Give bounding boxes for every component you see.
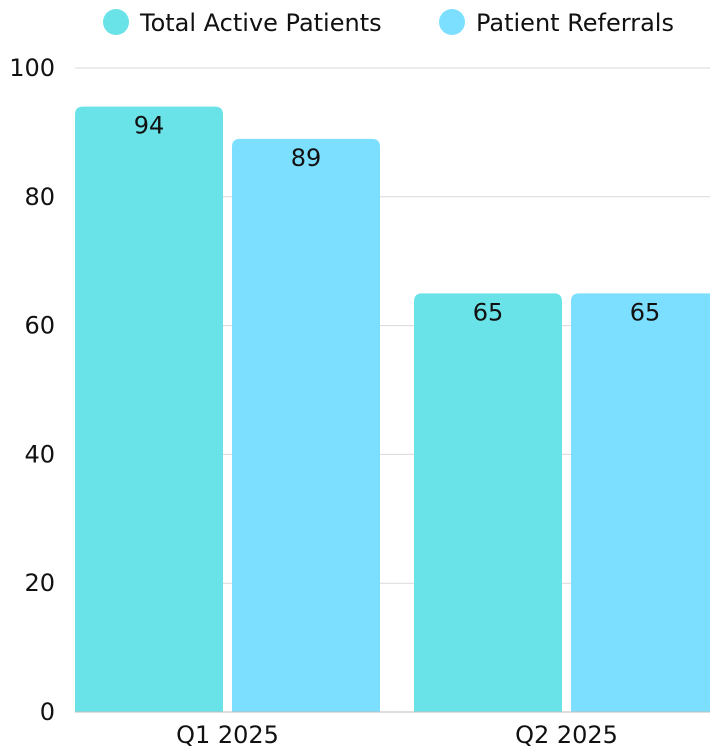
y-tick-label: 60 (24, 312, 55, 340)
bars (75, 106, 710, 713)
legend-swatch-1 (103, 9, 129, 35)
y-axis: 0 20 40 60 80 100 (9, 54, 55, 726)
y-tick-label: 80 (24, 183, 55, 211)
legend-swatch-2 (439, 9, 465, 35)
legend-label-1: Total Active Patients (139, 9, 382, 37)
x-axis: Q1 2025 Q2 2025 (75, 711, 710, 749)
bar-value-label: 65 (630, 298, 661, 326)
x-tick-label: Q2 2025 (515, 721, 618, 749)
y-tick-label: 100 (9, 54, 55, 82)
bar-value-label: 89 (291, 144, 322, 172)
bar-2-2 (571, 293, 710, 712)
bar-value-label: 65 (473, 298, 504, 326)
x-tick-label: Q1 2025 (176, 721, 279, 749)
bar-value-label: 94 (134, 112, 165, 140)
bar-1-1 (75, 106, 223, 712)
data-labels: 94 89 65 65 (134, 112, 661, 327)
y-tick-label: 20 (24, 569, 55, 597)
y-tick-label: 0 (40, 698, 55, 726)
legend: Total Active Patients Patient Referrals (103, 9, 674, 37)
bar-2-1 (232, 138, 380, 713)
y-tick-label: 40 (24, 440, 55, 468)
bar-1-2 (414, 293, 562, 712)
legend-label-2: Patient Referrals (476, 9, 674, 37)
